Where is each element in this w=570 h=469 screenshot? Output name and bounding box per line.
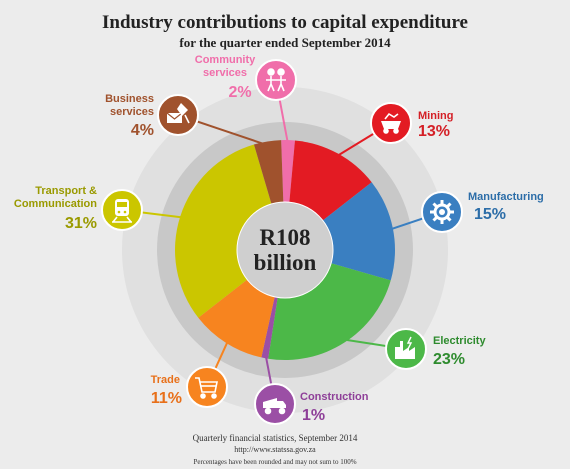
footer-source: Quarterly financial statistics, Septembe… — [193, 433, 358, 443]
center-disc — [236, 201, 334, 299]
center-unit: billion — [254, 250, 317, 275]
electricity-label: Electricity — [433, 335, 486, 347]
mining-label: Mining — [418, 110, 453, 122]
dump-truck-icon — [263, 398, 286, 415]
electricity-value: 23% — [433, 351, 465, 368]
business-services-value: 4% — [131, 122, 154, 139]
pie-slice-transport-and-communication — [175, 144, 285, 318]
center-amount: R108 — [259, 225, 310, 250]
power-plant-icon — [395, 336, 415, 359]
trade-label: Trade — [151, 374, 180, 386]
business-services-badge — [157, 94, 199, 136]
chart-subtitle: for the quarter ended September 2014 — [179, 35, 391, 50]
business-services-label: Business services — [105, 93, 154, 118]
envelope-icon — [166, 103, 190, 124]
construction-value: 1% — [302, 407, 325, 424]
manufacturing-label: Manufacturing — [468, 191, 544, 203]
community-services-value: 2% — [228, 84, 251, 101]
mining-badge — [370, 102, 412, 144]
community-services-badge — [255, 59, 297, 101]
trade-value: 11% — [151, 390, 182, 407]
transport-and-communication-label: Transport & Communication — [14, 185, 97, 210]
footer-url: http://www.statssa.gov.za — [234, 445, 316, 454]
community-services-label: Community services — [195, 54, 256, 79]
electricity-badge — [385, 328, 427, 370]
mining-value: 13% — [418, 123, 450, 140]
chart-title: Industry contributions to capital expend… — [102, 12, 468, 33]
footer-note: Percentages have been rounded and may no… — [193, 458, 356, 466]
people-icon — [266, 68, 286, 92]
construction-label: Construction — [300, 391, 369, 403]
manufacturing-value: 15% — [474, 206, 506, 223]
transport-and-communication-badge — [101, 189, 143, 231]
shopping-cart-icon — [195, 377, 218, 399]
train-icon — [112, 199, 132, 223]
transport-and-communication-value: 31% — [65, 215, 97, 232]
trade-badge — [186, 366, 228, 408]
manufacturing-badge — [421, 191, 463, 233]
mine-cart-icon — [381, 112, 401, 134]
gear-icon — [430, 200, 454, 224]
construction-badge — [254, 383, 296, 425]
